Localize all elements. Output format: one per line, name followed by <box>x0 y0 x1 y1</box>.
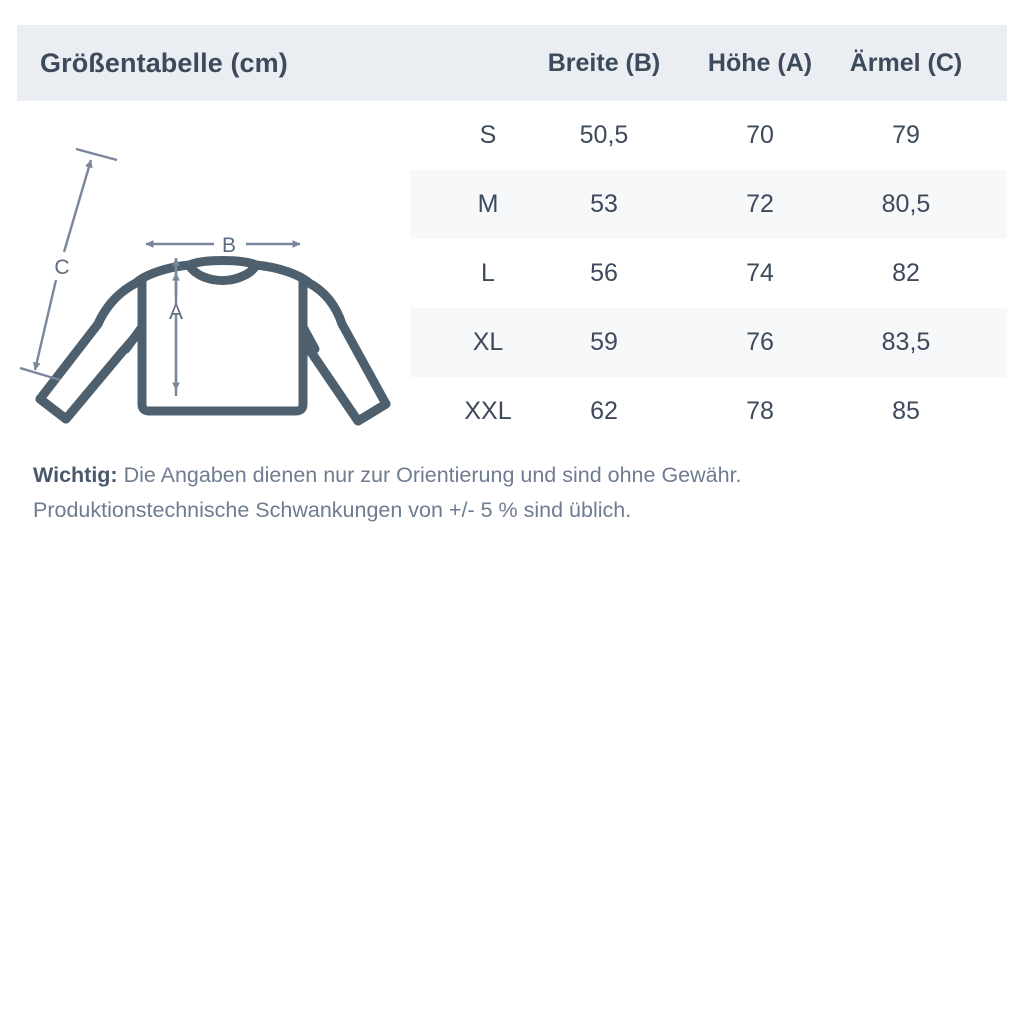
cell-length: 78 <box>746 397 774 425</box>
right-sleeve-cuff <box>306 347 391 426</box>
right-underarm <box>298 322 320 354</box>
cell-length: 72 <box>746 190 774 218</box>
left-underarm <box>121 322 147 354</box>
right-sleeve-outer <box>304 278 391 426</box>
cell-sleeve: 83,5 <box>881 328 931 356</box>
table-row: XXL 62 78 85 <box>410 377 1007 446</box>
cell-size: XXL <box>464 397 512 425</box>
column-header-width: Breite (B) <box>547 49 661 77</box>
table-header-band <box>17 25 1007 101</box>
table-row: L 56 74 82 <box>410 239 1007 308</box>
table-row: S 50,5 70 79 <box>410 101 1007 170</box>
disclaimer-line-1: Wichtig: Die Angaben dienen nur zur Orie… <box>33 458 993 493</box>
cell-length: 70 <box>746 121 774 149</box>
sweatshirt-icon <box>35 256 391 426</box>
neckline <box>184 256 261 270</box>
cell-size: XL <box>472 328 504 356</box>
page-title: Größentabelle (cm) <box>40 48 288 78</box>
torso-outline <box>137 276 308 416</box>
column-header-sleeve: Ärmel (C) <box>849 49 963 77</box>
column-header-length: Höhe (A) <box>707 49 813 77</box>
dimension-c <box>19 147 118 382</box>
disclaimer-line-2: Produktionstechnische Schwankungen von +… <box>33 498 632 522</box>
disclaimer-text-1: Die Angaben dienen nur zur Orientierung … <box>117 463 742 487</box>
dimension-c-line-lower <box>32 279 58 371</box>
cell-length: 74 <box>746 259 774 287</box>
dimension-b-label: B <box>222 234 236 257</box>
cell-size: L <box>481 259 495 287</box>
cell-sleeve: 85 <box>892 397 920 425</box>
disclaimer-note: Wichtig: Die Angaben dienen nur zur Orie… <box>33 458 993 528</box>
dimension-a-label: A <box>169 301 183 324</box>
cell-sleeve: 80,5 <box>881 190 931 218</box>
dimension-c-line-upper <box>62 159 93 253</box>
left-sleeve-outer <box>35 278 141 424</box>
disclaimer-label: Wichtig: <box>33 463 118 487</box>
cell-width: 53 <box>590 190 618 218</box>
cell-sleeve: 79 <box>892 121 920 149</box>
cell-width: 62 <box>590 397 618 425</box>
shoulder-line <box>131 260 314 288</box>
cell-width: 50,5 <box>579 121 629 149</box>
table-row: XL 59 76 83,5 <box>410 308 1007 377</box>
table-row: M 53 72 80,5 <box>410 170 1007 239</box>
dimension-c-tick-bottom <box>19 366 61 382</box>
size-table-body: S 50,5 70 79 M 53 72 80,5 L 56 74 82 XL … <box>410 101 1007 446</box>
cell-width: 56 <box>590 259 618 287</box>
dimension-c-label: C <box>54 256 69 279</box>
cell-size: S <box>479 121 497 149</box>
cell-sleeve: 82 <box>892 259 920 287</box>
garment-diagram: B A <box>18 128 408 433</box>
cell-size: M <box>477 190 499 218</box>
cell-width: 59 <box>590 328 618 356</box>
dimension-c-tick-top <box>75 147 118 162</box>
cell-length: 76 <box>746 328 774 356</box>
left-sleeve-cuff <box>35 347 127 424</box>
underarm-seams <box>121 322 320 354</box>
